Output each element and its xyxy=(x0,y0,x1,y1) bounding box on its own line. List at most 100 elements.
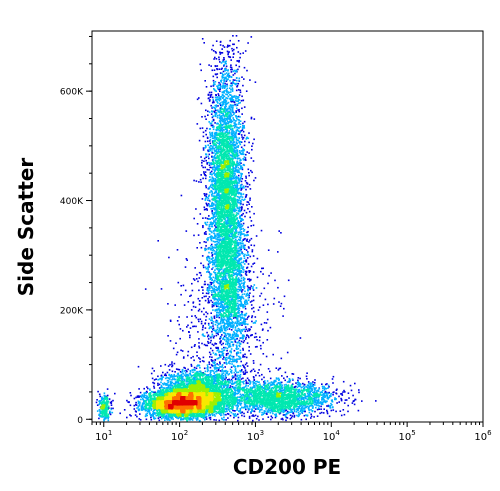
data-point xyxy=(138,409,141,411)
data-point xyxy=(209,140,211,142)
data-point xyxy=(214,244,217,246)
data-point xyxy=(239,409,242,412)
data-point xyxy=(177,381,180,383)
data-point xyxy=(200,320,203,323)
data-point xyxy=(214,190,217,193)
data-point xyxy=(243,380,245,383)
data-point xyxy=(299,391,301,393)
data-point xyxy=(233,349,236,352)
data-point xyxy=(225,361,227,363)
data-point xyxy=(238,246,241,248)
data-point xyxy=(145,397,148,399)
data-point xyxy=(204,177,207,180)
data-point xyxy=(223,100,225,103)
data-point xyxy=(226,108,229,111)
data-point xyxy=(306,392,309,395)
data-point xyxy=(233,136,235,138)
data-point xyxy=(110,408,113,411)
data-point xyxy=(251,408,253,410)
data-point xyxy=(180,373,183,376)
data-point xyxy=(210,359,213,361)
data-point xyxy=(243,260,245,262)
data-point xyxy=(237,207,239,210)
data-point xyxy=(310,390,313,392)
data-point xyxy=(233,172,235,175)
data-point xyxy=(245,188,247,191)
data-point xyxy=(232,144,234,146)
data-point xyxy=(301,406,304,408)
data-point xyxy=(246,257,249,259)
data-point xyxy=(210,286,213,288)
data-point xyxy=(220,301,222,303)
data-point xyxy=(230,369,233,372)
data-point xyxy=(205,233,207,235)
data-point xyxy=(239,224,241,227)
data-point xyxy=(237,288,239,291)
data-point xyxy=(219,341,222,343)
data-point xyxy=(232,134,235,137)
data-point xyxy=(214,363,217,366)
data-point xyxy=(242,382,245,385)
data-point xyxy=(250,265,253,268)
data-point xyxy=(341,392,343,395)
data-point xyxy=(245,239,248,242)
data-point xyxy=(236,139,239,142)
data-point xyxy=(225,405,228,407)
data-point xyxy=(208,256,211,258)
data-point xyxy=(218,148,220,151)
data-point xyxy=(242,381,244,384)
data-point xyxy=(244,290,246,293)
data-point xyxy=(225,334,227,337)
data-point xyxy=(237,222,240,225)
data-point xyxy=(236,126,238,129)
data-point xyxy=(205,156,208,158)
data-point xyxy=(201,342,203,345)
data-point xyxy=(186,383,189,385)
data-point xyxy=(270,381,273,383)
data-point xyxy=(254,81,257,83)
data-point xyxy=(231,325,234,328)
data-point xyxy=(236,273,238,276)
data-point xyxy=(230,348,233,350)
data-point xyxy=(216,167,219,169)
data-point xyxy=(233,124,236,126)
data-point xyxy=(224,85,227,88)
data-point xyxy=(206,368,209,370)
data-point xyxy=(234,99,237,102)
data-point xyxy=(303,397,305,399)
data-point xyxy=(298,405,300,408)
data-point xyxy=(223,86,226,88)
data-point xyxy=(210,93,213,96)
data-point xyxy=(237,118,239,121)
data-point xyxy=(169,380,172,383)
data-point xyxy=(310,385,312,387)
data-point xyxy=(235,361,238,364)
data-point xyxy=(236,333,238,336)
data-point xyxy=(194,377,197,379)
data-point xyxy=(237,127,240,129)
data-point xyxy=(196,351,198,353)
data-point xyxy=(239,150,241,152)
data-point xyxy=(212,337,215,339)
data-point xyxy=(239,237,242,240)
data-point xyxy=(231,114,233,117)
data-point xyxy=(245,271,248,274)
data-point xyxy=(244,159,246,161)
data-point xyxy=(235,166,237,169)
data-point xyxy=(305,397,307,400)
data-point xyxy=(214,343,216,345)
data-point xyxy=(357,409,360,412)
data-point xyxy=(196,98,199,101)
data-point xyxy=(239,219,242,222)
data-point xyxy=(291,383,294,385)
data-point xyxy=(218,58,220,61)
data-point xyxy=(147,404,149,407)
data-point xyxy=(237,115,240,118)
data-point xyxy=(138,396,140,398)
data-point xyxy=(99,395,101,398)
data-point xyxy=(324,401,327,404)
data-point xyxy=(233,382,235,385)
data-point xyxy=(139,413,141,415)
data-point xyxy=(247,382,249,385)
data-point xyxy=(229,362,231,365)
